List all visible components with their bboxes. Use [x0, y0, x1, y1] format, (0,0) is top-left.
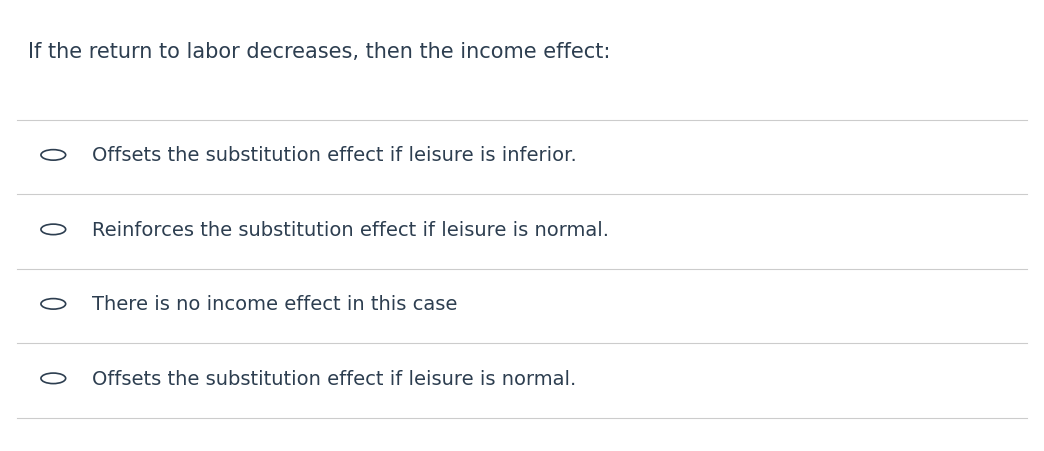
Text: Offsets the substitution effect if leisure is inferior.: Offsets the substitution effect if leisu…	[93, 146, 577, 165]
Text: If the return to labor decreases, then the income effect:: If the return to labor decreases, then t…	[27, 42, 610, 62]
Text: Offsets the substitution effect if leisure is normal.: Offsets the substitution effect if leisu…	[93, 369, 576, 388]
Text: Reinforces the substitution effect if leisure is normal.: Reinforces the substitution effect if le…	[93, 221, 610, 239]
Text: There is no income effect in this case: There is no income effect in this case	[93, 295, 458, 313]
